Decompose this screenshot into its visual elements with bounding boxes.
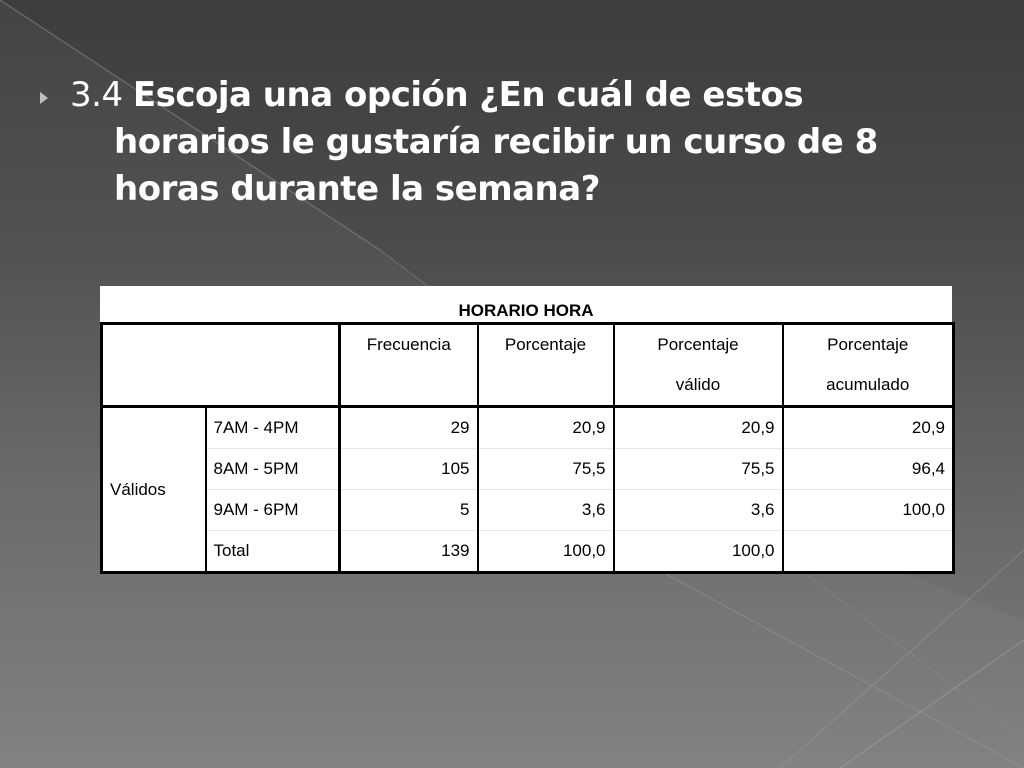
header-porcentaje-valido-1: Porcentaje bbox=[612, 322, 783, 365]
cell-porcentaje-valido: 75,5 bbox=[612, 448, 783, 490]
row-label: Total bbox=[205, 530, 340, 574]
header-row-2: válido acumulado bbox=[100, 365, 955, 408]
cell-frecuencia: 105 bbox=[338, 448, 478, 490]
question-text-line1: Escoja una opción ¿En cuál de estos bbox=[132, 75, 804, 115]
cell-frecuencia: 139 bbox=[338, 530, 478, 574]
cell-porcentaje: 100,0 bbox=[476, 530, 614, 574]
header-porcentaje-valido-2: válido bbox=[612, 365, 783, 408]
table-row-total: Total 139 100,0 100,0 bbox=[102, 530, 955, 574]
row-label: 7AM - 4PM bbox=[205, 406, 340, 449]
cell-frecuencia: 5 bbox=[338, 489, 478, 531]
row-label: 9AM - 6PM bbox=[205, 489, 340, 531]
cell-porcentaje: 75,5 bbox=[476, 448, 614, 490]
group-label-validos: Válidos bbox=[100, 406, 207, 574]
table-row: 9AM - 6PM 5 3,6 3,6 100,0 bbox=[102, 489, 955, 531]
table-title: HORARIO HORA bbox=[458, 301, 594, 320]
bullet-arrow-icon bbox=[40, 92, 48, 104]
question-number: 3.4 bbox=[70, 75, 123, 115]
cell-porcentaje-valido: 20,9 bbox=[612, 406, 783, 449]
header-frecuencia: Frecuencia bbox=[338, 322, 478, 365]
header-porcentaje: Porcentaje bbox=[476, 322, 614, 365]
row-label: 8AM - 5PM bbox=[205, 448, 340, 490]
header-row-1: Frecuencia Porcentaje Porcentaje Porcent… bbox=[100, 322, 955, 365]
cell-porcentaje-valido: 3,6 bbox=[612, 489, 783, 531]
cell-porcentaje: 3,6 bbox=[476, 489, 614, 531]
cell-porcentaje-acumulado bbox=[781, 530, 955, 574]
header-porcentaje-acumulado-2: acumulado bbox=[781, 365, 955, 408]
cell-porcentaje-acumulado: 100,0 bbox=[781, 489, 955, 531]
header-empty-cell bbox=[100, 322, 340, 365]
cell-frecuencia: 29 bbox=[338, 406, 478, 449]
header-empty-cell-2 bbox=[100, 365, 340, 408]
header-porcentaje-acumulado-1: Porcentaje bbox=[781, 322, 955, 365]
question-text-line2: horarios le gustaría recibir un curso de… bbox=[114, 122, 878, 162]
cell-porcentaje-acumulado: 20,9 bbox=[781, 406, 955, 449]
table-row: 8AM - 5PM 105 75,5 75,5 96,4 bbox=[102, 448, 955, 490]
frequency-table: Frecuencia Porcentaje Porcentaje Porcent… bbox=[100, 322, 955, 574]
frequency-table-container: HORARIO HORA Frecuencia Porcentaje Porce… bbox=[100, 286, 955, 574]
header-empty-frecuencia bbox=[338, 365, 478, 408]
table-row: Válidos 7AM - 4PM 29 20,9 20,9 20,9 bbox=[100, 406, 955, 574]
cell-porcentaje: 20,9 bbox=[476, 406, 614, 449]
question-text-line3: horas durante la semana? bbox=[114, 169, 600, 209]
cell-porcentaje-acumulado: 96,4 bbox=[781, 448, 955, 490]
header-empty-porcentaje bbox=[476, 365, 614, 408]
cell-porcentaje-valido: 100,0 bbox=[612, 530, 783, 574]
slide-title: 3.4 Escoja una opción ¿En cuál de estos … bbox=[70, 72, 970, 213]
